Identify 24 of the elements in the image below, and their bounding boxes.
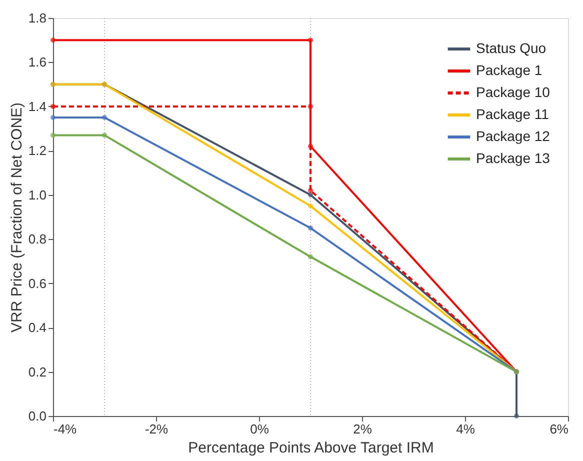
- legend-label: Package 10: [476, 84, 550, 100]
- y-tick-label: 1.8: [28, 10, 46, 26]
- y-tick-label: 1.6: [28, 54, 46, 70]
- legend-label: Status Quo: [476, 40, 546, 56]
- x-tick-label: -2%: [144, 422, 168, 436]
- x-tick-label: 4%: [456, 422, 476, 436]
- y-tick-label: 0.8: [28, 232, 46, 247]
- y-tick-label: 0.6: [28, 276, 46, 291]
- legend-label: Package 11: [476, 106, 550, 122]
- y-tick-label: 1.4: [28, 98, 46, 114]
- legend-label: Package 1: [476, 62, 542, 78]
- x-tick-label: 0%: [250, 422, 270, 436]
- y-tick-label: 1.2: [28, 143, 46, 158]
- y-axis-title: VRR Price (Fraction of Net CONE): [8, 102, 26, 333]
- y-tick-label: 1.0: [28, 187, 46, 202]
- y-tick-label: 0.0: [28, 408, 46, 424]
- x-tick-label: -4%: [54, 422, 78, 436]
- legend-label: Package 13: [476, 150, 550, 166]
- legend-label: Package 12: [476, 128, 550, 144]
- x-tick-label: 6%: [550, 422, 569, 436]
- y-tick-label: 0.4: [28, 320, 46, 336]
- x-tick-label: 2%: [353, 422, 372, 436]
- x-axis-title: Percentage Points Above Target IRM: [188, 440, 434, 456]
- y-tick-label: 0.2: [28, 364, 46, 380]
